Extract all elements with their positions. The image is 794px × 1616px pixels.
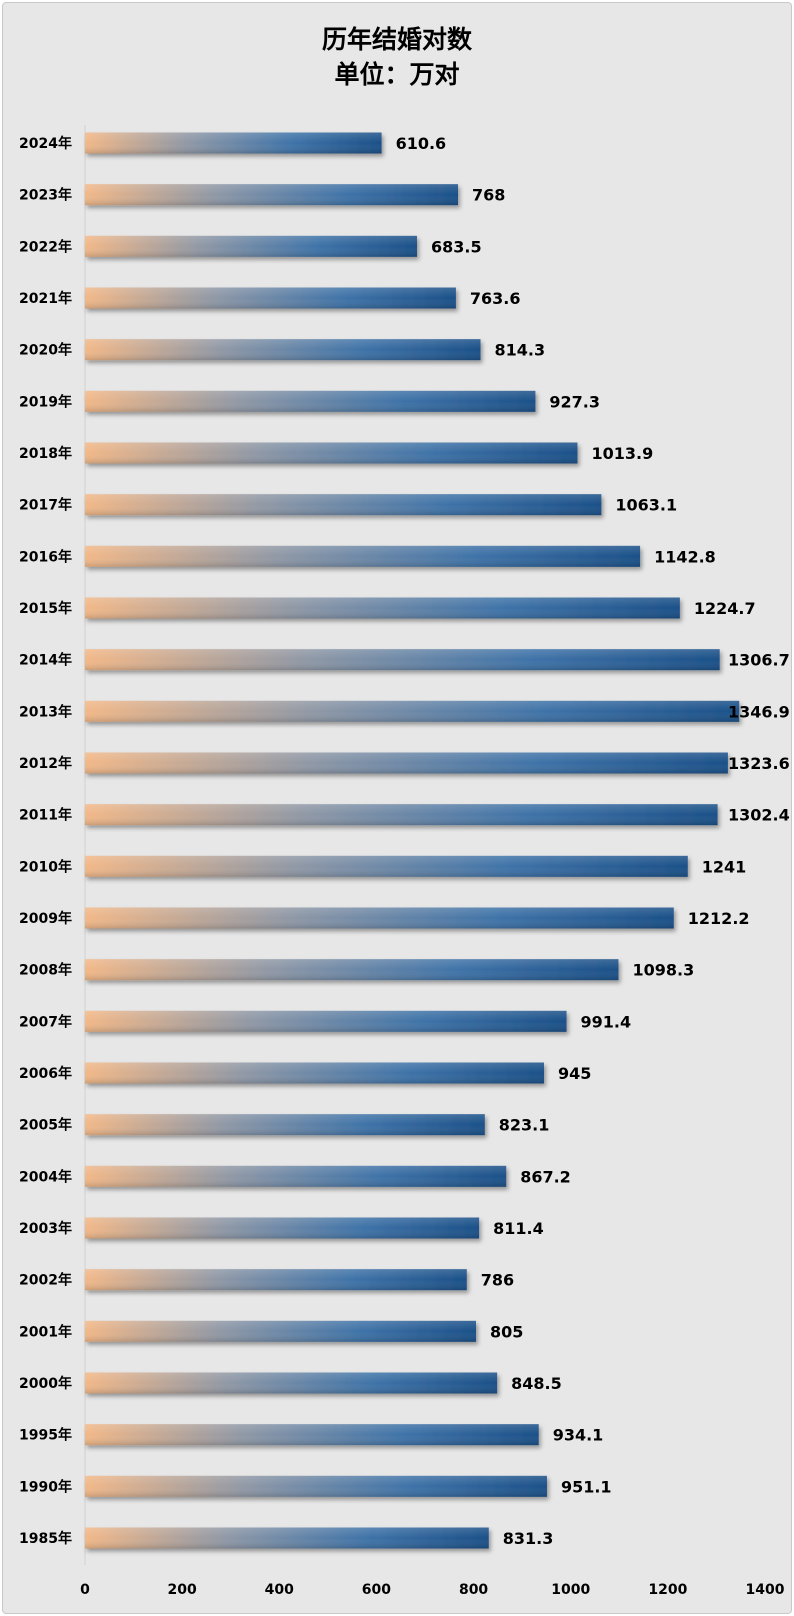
data-label: 951.1 <box>561 1477 612 1496</box>
bar-shading <box>85 339 481 361</box>
data-label: 867.2 <box>520 1167 571 1186</box>
data-label: 945 <box>558 1064 591 1083</box>
data-label: 805 <box>490 1322 523 1341</box>
data-label: 1224.7 <box>694 599 756 618</box>
y-tick-label: 2009年 <box>19 910 72 927</box>
data-label: 811.4 <box>493 1219 544 1238</box>
chart-subtitle: 单位：万对 <box>334 60 460 89</box>
x-tick-label: 1000 <box>551 1582 590 1598</box>
bar-shading <box>85 1010 567 1032</box>
y-tick-label: 2003年 <box>19 1220 72 1237</box>
y-tick-label: 2016年 <box>19 548 72 565</box>
y-tick-label: 2014年 <box>19 652 72 669</box>
bar-shading <box>85 700 740 722</box>
x-tick-label: 200 <box>168 1582 197 1598</box>
y-tick-label: 2022年 <box>19 238 72 255</box>
y-tick-label: 1985年 <box>19 1530 72 1547</box>
y-tick-label: 1990年 <box>19 1478 72 1495</box>
data-label: 1063.1 <box>615 496 677 515</box>
bar-shading <box>85 184 459 206</box>
data-label: 814.3 <box>495 341 546 360</box>
y-tick-label: 2015年 <box>19 600 72 617</box>
data-label: 1013.9 <box>591 444 653 463</box>
data-label: 768 <box>472 186 505 205</box>
bar-shading <box>85 1062 544 1084</box>
data-label: 1142.8 <box>654 547 716 566</box>
chart-title: 历年结婚对数 <box>321 25 472 54</box>
bar-shading <box>85 1114 485 1136</box>
data-label: 683.5 <box>431 237 482 256</box>
y-tick-label: 2011年 <box>19 807 72 824</box>
bar-shading <box>85 649 720 671</box>
y-tick-label: 2002年 <box>19 1272 72 1289</box>
bar-shading <box>85 494 602 516</box>
data-label: 831.3 <box>503 1529 554 1548</box>
data-label: 1098.3 <box>632 961 694 980</box>
data-label: 1212.2 <box>688 909 750 928</box>
data-label: 848.5 <box>511 1374 562 1393</box>
bar-shading <box>85 390 536 412</box>
y-tick-label: 2007年 <box>19 1013 72 1030</box>
y-tick-label: 2001年 <box>19 1323 72 1340</box>
y-tick-label: 2021年 <box>19 290 72 307</box>
y-tick-label: 2004年 <box>19 1168 72 1185</box>
bar-shading <box>85 1217 480 1239</box>
data-label: 927.3 <box>549 392 600 411</box>
bar-shading <box>85 597 680 619</box>
data-label: 823.1 <box>499 1116 550 1135</box>
y-tick-label: 1995年 <box>19 1427 72 1444</box>
bar-shading <box>85 1165 507 1187</box>
bar-shading <box>85 1269 467 1291</box>
x-tick-label: 1200 <box>648 1582 687 1598</box>
bar-shading <box>85 804 718 826</box>
data-label: 1306.7 <box>728 651 790 670</box>
bar-shading <box>85 1424 539 1446</box>
x-tick-label: 400 <box>265 1582 294 1598</box>
y-tick-label: 2017年 <box>19 497 72 514</box>
y-tick-label: 2024年 <box>19 135 72 152</box>
data-label: 1346.9 <box>728 702 790 721</box>
data-label: 786 <box>481 1271 514 1290</box>
y-tick-label: 2018年 <box>19 445 72 462</box>
y-tick-label: 2019年 <box>19 393 72 410</box>
y-tick-label: 2005年 <box>19 1117 72 1134</box>
bar-shading <box>85 287 456 309</box>
bar-shading <box>85 1372 498 1394</box>
data-label: 991.4 <box>581 1012 632 1031</box>
y-tick-label: 2010年 <box>19 858 72 875</box>
bar-shading <box>85 907 674 929</box>
x-tick-label: 0 <box>80 1582 90 1598</box>
bar-shading <box>85 959 619 981</box>
bar-shading <box>85 1475 547 1497</box>
data-label: 763.6 <box>470 289 521 308</box>
x-tick-label: 600 <box>362 1582 391 1598</box>
data-label: 1241 <box>702 857 747 876</box>
data-label: 1323.6 <box>728 754 790 773</box>
y-tick-label: 2020年 <box>19 342 72 359</box>
y-tick-label: 2000年 <box>19 1375 72 1392</box>
data-label: 610.6 <box>396 134 447 153</box>
y-tick-label: 2012年 <box>19 755 72 772</box>
bar-shading <box>85 1527 489 1549</box>
y-tick-label: 2006年 <box>19 1065 72 1082</box>
bar-shading <box>85 1320 476 1342</box>
y-tick-label: 2008年 <box>19 962 72 979</box>
bar-shading <box>85 132 382 154</box>
bar-shading <box>85 235 417 257</box>
x-tick-label: 1400 <box>746 1582 785 1598</box>
x-tick-label: 800 <box>459 1582 488 1598</box>
bar-shading <box>85 442 578 464</box>
y-tick-label: 2013年 <box>19 703 72 720</box>
bar-shading <box>85 545 641 567</box>
data-label: 1302.4 <box>728 806 790 825</box>
y-tick-label: 2023年 <box>19 187 72 204</box>
bar-shading <box>85 855 688 877</box>
data-label: 934.1 <box>553 1426 604 1445</box>
bar-shading <box>85 752 728 774</box>
